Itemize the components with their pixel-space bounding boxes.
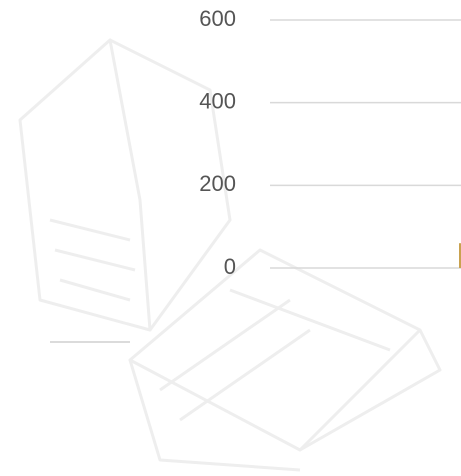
y-tick-label: 600 (199, 6, 236, 31)
y-tick-label: 0 (224, 254, 236, 279)
page: {"chart_data": {"type": "bar", "categori… (0, 0, 461, 476)
chart: 0 200 400 600 (0, 0, 461, 476)
y-tick-label: 200 (199, 171, 236, 196)
y-tick-label: 400 (199, 88, 236, 113)
